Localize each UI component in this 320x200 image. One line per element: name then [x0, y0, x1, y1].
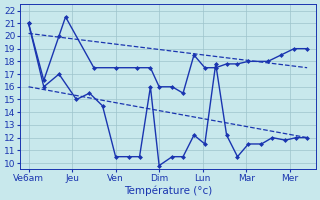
X-axis label: Température (°c): Température (°c): [124, 185, 212, 196]
